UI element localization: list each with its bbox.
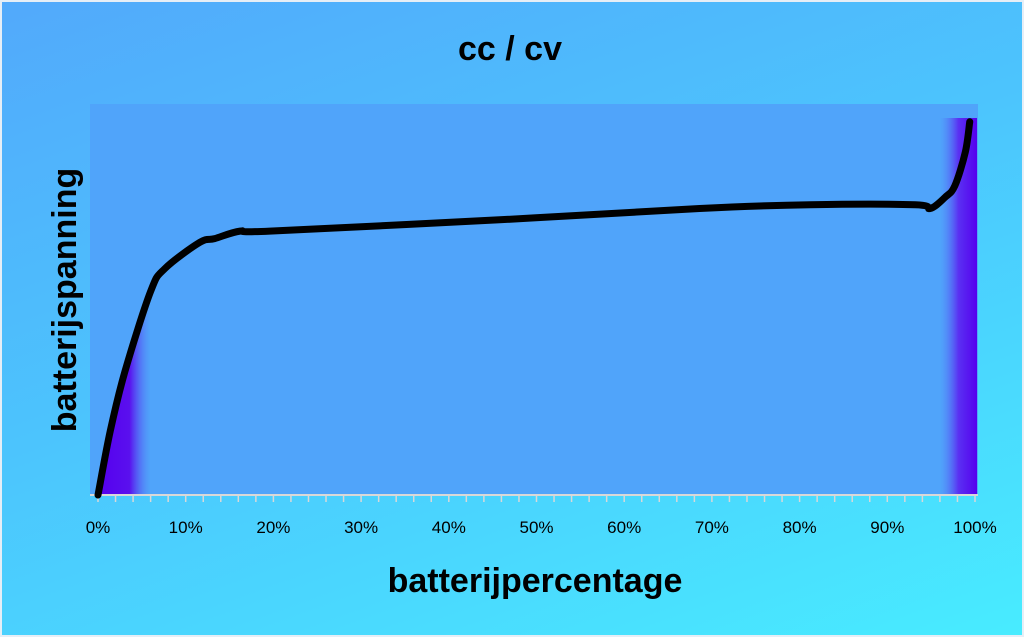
plot-area xyxy=(90,104,978,495)
x-tick-label: 0% xyxy=(86,518,111,537)
x-tick-label: 20% xyxy=(256,518,290,537)
x-tick-label: 70% xyxy=(695,518,729,537)
x-tick-label: 80% xyxy=(783,518,817,537)
series-line xyxy=(94,118,974,499)
x-tick-label: 40% xyxy=(432,518,466,537)
x-tick-label: 100% xyxy=(953,518,996,537)
x-tick-label: 50% xyxy=(519,518,553,537)
y-axis-label: batterijspanning xyxy=(46,168,84,432)
x-tick-label: 10% xyxy=(169,518,203,537)
x-tick-label: 90% xyxy=(870,518,904,537)
x-tick-label: 60% xyxy=(607,518,641,537)
chart-title: cc / cv xyxy=(458,30,562,68)
x-axis-label: batterijpercentage xyxy=(388,562,683,600)
x-tick-label: 30% xyxy=(344,518,378,537)
